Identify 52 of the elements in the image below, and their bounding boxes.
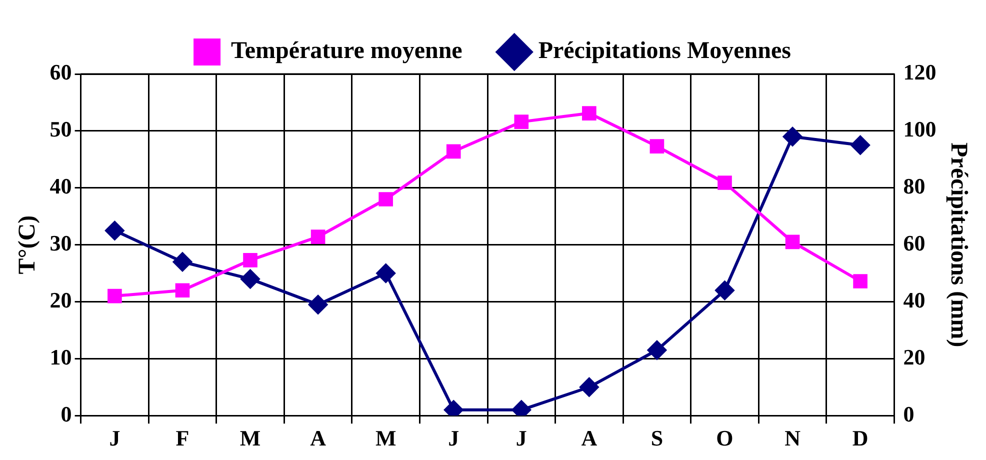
x-tick-label: S xyxy=(650,425,664,450)
x-tick-label: A xyxy=(310,425,326,450)
x-tick-label: M xyxy=(240,425,261,450)
x-tick-label: O xyxy=(716,425,734,450)
point xyxy=(243,253,258,268)
x-tick-label: D xyxy=(852,425,868,450)
point xyxy=(172,252,192,272)
point xyxy=(175,283,190,298)
x-tick-label: A xyxy=(581,425,598,450)
point xyxy=(715,280,734,300)
y-tick-label: 10 xyxy=(50,344,72,370)
y-tick-label: 0 xyxy=(60,401,72,426)
x-tick-label: J xyxy=(109,425,120,450)
point xyxy=(718,176,732,190)
y2-tick-label: 20 xyxy=(903,344,926,370)
point xyxy=(105,221,124,240)
legend-label: Température moyenne xyxy=(231,38,463,64)
point xyxy=(850,136,870,155)
point xyxy=(580,378,599,397)
point xyxy=(783,127,802,146)
x-tick-label: M xyxy=(375,425,396,450)
y-tick-label: 30 xyxy=(50,230,72,256)
point xyxy=(647,340,666,360)
legend-label: Précipitations Moyennes xyxy=(538,38,791,64)
x-tick-label: F xyxy=(176,425,190,450)
y2-axis-title: Précipitations (mm) xyxy=(945,142,972,348)
y2-tick-label: 0 xyxy=(903,401,914,426)
point xyxy=(108,288,122,304)
point xyxy=(650,139,664,154)
y2-tick-label: 100 xyxy=(903,116,936,142)
y-tick-label: 60 xyxy=(50,60,72,85)
x-tick-label: N xyxy=(784,425,801,450)
y2-tick-label: 120 xyxy=(903,60,936,85)
y-axis-title: T°(C) xyxy=(14,215,41,274)
x-tick-label: J xyxy=(516,425,527,450)
point xyxy=(240,269,260,288)
point xyxy=(376,264,396,283)
x-tick-label: J xyxy=(448,425,460,450)
point xyxy=(308,295,328,314)
y-tick-label: 50 xyxy=(50,116,72,142)
point xyxy=(310,230,326,244)
y2-tick-label: 40 xyxy=(903,287,926,312)
point xyxy=(785,234,800,250)
point xyxy=(853,274,868,288)
y2-tick-label: 80 xyxy=(903,174,926,199)
point xyxy=(378,192,393,206)
y-tick-label: 20 xyxy=(50,287,72,312)
y-tick-label: 40 xyxy=(50,174,72,199)
point xyxy=(514,114,529,129)
point xyxy=(446,144,461,159)
y2-tick-label: 60 xyxy=(903,230,926,256)
point xyxy=(582,106,596,120)
